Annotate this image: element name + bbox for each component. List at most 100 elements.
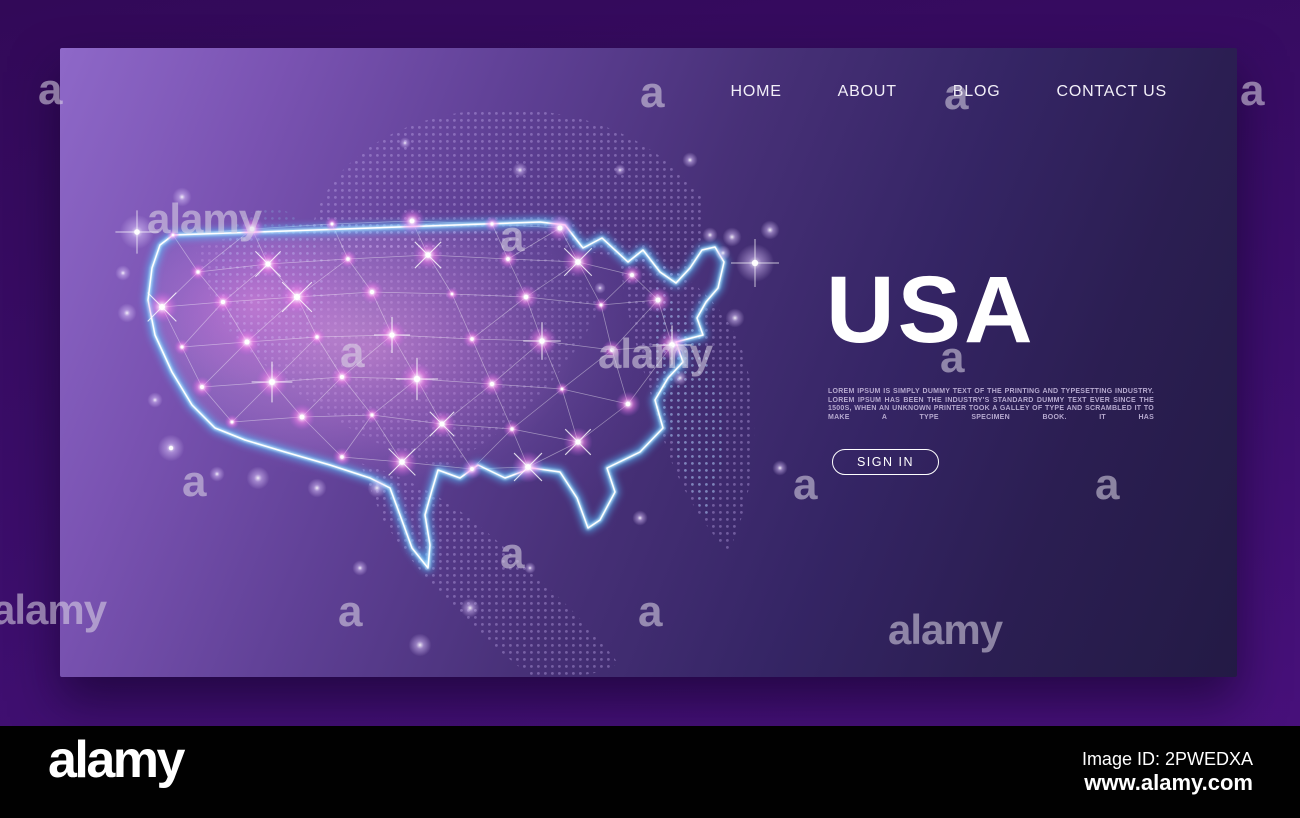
- nav-home[interactable]: HOME: [730, 83, 782, 100]
- alamy-url-text: www.alamy.com: [1084, 770, 1253, 795]
- node-core: [196, 270, 200, 274]
- glow-particle: [367, 478, 387, 498]
- node-core: [265, 261, 271, 267]
- node-core: [655, 297, 661, 303]
- particles-layer: [115, 137, 788, 657]
- glow-particle: [209, 466, 225, 482]
- usa-outline-layer: [144, 218, 728, 572]
- node-core: [220, 299, 226, 305]
- page-title: USA: [826, 257, 1036, 363]
- node-core: [450, 292, 454, 296]
- node-core: [575, 439, 581, 445]
- glow-particle: [512, 162, 528, 178]
- node-core: [506, 257, 510, 261]
- mesh-line: [511, 388, 563, 430]
- node-core: [490, 222, 494, 226]
- node-core: [244, 339, 250, 345]
- glow-particle: [460, 598, 480, 618]
- glow-particle: [172, 187, 192, 207]
- node-core: [470, 467, 474, 471]
- mesh-line: [561, 349, 613, 390]
- landing-page: HOME ABOUT BLOG CONTACT US USA LOREM IPS…: [60, 48, 1237, 677]
- glow-particle: [352, 560, 368, 576]
- node-core: [630, 273, 634, 277]
- nav-contact-us[interactable]: CONTACT US: [1056, 83, 1167, 100]
- node-core: [269, 379, 275, 385]
- node-core: [625, 401, 631, 407]
- node-core: [413, 375, 421, 383]
- glow-particle: [672, 370, 688, 386]
- glow-nodes-layer: [145, 208, 692, 483]
- node-core: [369, 289, 375, 295]
- image-id-text: Image ID: 2PWEDXA: [1081, 749, 1253, 769]
- node-core: [299, 414, 305, 420]
- node-core: [575, 259, 581, 265]
- glow-particle: [594, 282, 606, 294]
- node-core: [525, 464, 531, 470]
- node-core: [346, 257, 350, 261]
- glow-particle: [760, 220, 780, 240]
- nav-blog[interactable]: BLOG: [952, 83, 1001, 100]
- glow-particle: [632, 510, 648, 526]
- node-core: [510, 427, 514, 431]
- node-core: [669, 342, 675, 348]
- watermark-letter-a: a: [1240, 66, 1265, 115]
- node-core: [409, 218, 415, 224]
- node-core: [159, 304, 165, 310]
- mesh-line: [371, 291, 453, 295]
- node-core: [489, 381, 495, 387]
- usa-outline: [147, 221, 725, 569]
- node-core: [330, 222, 334, 226]
- glow-particle: [715, 245, 731, 261]
- glow-particle: [115, 265, 131, 281]
- node-core: [340, 455, 344, 459]
- node-core: [370, 413, 374, 417]
- magenta-haze: [145, 218, 365, 388]
- glow-particle: [399, 137, 411, 149]
- node-core: [293, 293, 301, 301]
- mesh-line: [331, 220, 413, 225]
- node-core: [523, 294, 529, 300]
- node-core: [230, 420, 234, 424]
- alamy-logo: alamy: [48, 731, 185, 789]
- mesh-line: [525, 296, 602, 306]
- node-core: [315, 335, 319, 339]
- glow-particle: [702, 227, 718, 243]
- node-core: [599, 303, 603, 307]
- hero-paragraph: LOREM IPSUM IS SIMPLY DUMMY TEXT OF THE …: [828, 388, 1154, 421]
- glow-particle: [307, 478, 327, 498]
- node-core: [610, 348, 614, 352]
- particle-core: [168, 445, 174, 451]
- alamy-credits: Image ID: 2PWEDXA www.alamy.com: [1082, 748, 1253, 796]
- glow-particle: [725, 308, 745, 328]
- glow-particle: [246, 466, 270, 490]
- main-nav: HOME ABOUT BLOG CONTACT US: [730, 84, 1167, 100]
- alamy-info-bar: alamy Image ID: 2PWEDXA www.alamy.com: [0, 726, 1300, 818]
- node-core: [399, 459, 405, 465]
- node-core: [560, 387, 564, 391]
- glow-particle: [722, 227, 742, 247]
- glow-particle: [117, 303, 137, 323]
- node-core: [171, 233, 175, 237]
- glow-particle: [682, 152, 698, 168]
- watermark-letter-a: a: [38, 65, 63, 114]
- usa-network-map-graphic: [115, 109, 788, 677]
- sign-in-button[interactable]: SIGN IN: [832, 449, 939, 475]
- node-core: [470, 337, 474, 341]
- node-core: [389, 332, 395, 338]
- node-core: [249, 226, 255, 232]
- glow-particle: [772, 460, 788, 476]
- glow-particle: [524, 562, 536, 574]
- glow-particle: [408, 633, 432, 657]
- node-core: [180, 345, 184, 349]
- node-core: [539, 338, 545, 344]
- glow-particle: [614, 164, 626, 176]
- node-core: [339, 374, 345, 380]
- nav-about[interactable]: ABOUT: [837, 83, 897, 100]
- node-core: [200, 385, 204, 389]
- node-core: [425, 252, 431, 258]
- glow-particle: [147, 392, 163, 408]
- node-core: [439, 421, 445, 427]
- node-core: [557, 225, 563, 231]
